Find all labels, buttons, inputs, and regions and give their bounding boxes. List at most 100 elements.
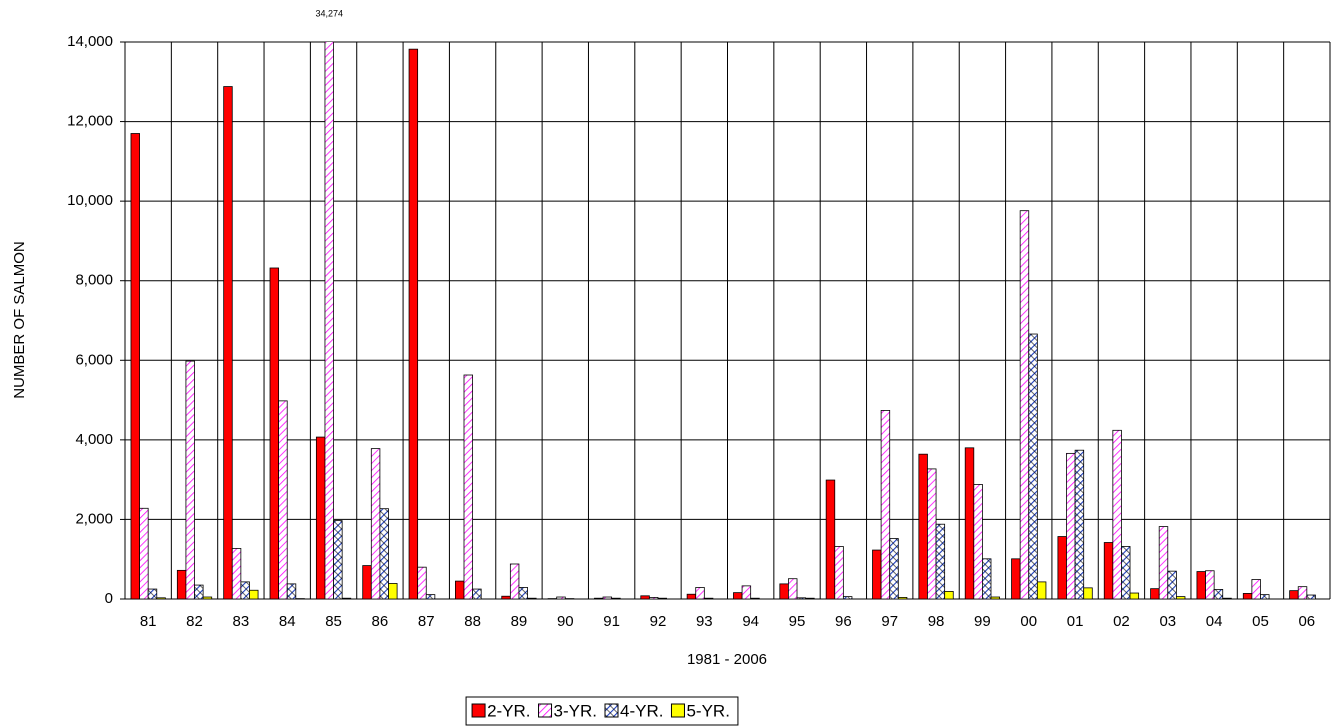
bar (872, 549, 882, 599)
bar (1158, 526, 1169, 599)
bar (648, 597, 659, 599)
bar (602, 596, 613, 599)
x-tick-label: 81 (140, 613, 157, 630)
x-tick-label: 84 (279, 613, 296, 630)
y-axis-title: NUMBER OF SALMON (11, 241, 28, 399)
x-tick-label: 99 (974, 613, 991, 630)
bar (741, 585, 752, 599)
bar (733, 592, 743, 599)
bar (518, 587, 528, 599)
bar (269, 267, 280, 599)
x-axis-title: 1981 - 2006 (687, 651, 767, 668)
x-tick-label: 82 (186, 613, 203, 630)
y-tick-label: 8,000 (75, 272, 113, 289)
bar (1129, 592, 1140, 599)
bar (982, 558, 992, 599)
x-tick-label: 06 (1298, 613, 1315, 630)
bar (139, 507, 149, 599)
y-tick-label: 2,000 (75, 510, 113, 527)
bar (1260, 594, 1270, 599)
x-tick-label: 91 (603, 613, 620, 630)
x-tick-label: 04 (1206, 613, 1223, 630)
bar (362, 565, 372, 599)
bar (796, 597, 807, 599)
bar (417, 566, 427, 599)
y-tick-label: 14,000 (67, 33, 113, 50)
bar (1251, 579, 1261, 599)
bar (472, 588, 482, 599)
bar (1150, 588, 1160, 599)
bar (973, 484, 983, 599)
x-tick-label: 98 (928, 613, 945, 630)
bar (341, 597, 352, 599)
bar (805, 597, 815, 599)
bar (1242, 593, 1253, 599)
x-tick-label: 05 (1252, 613, 1269, 630)
bar (176, 569, 187, 599)
bar (611, 597, 621, 599)
x-tick-label: 97 (881, 613, 898, 630)
y-tick-label: 10,000 (67, 192, 113, 209)
bar (315, 436, 326, 599)
bar (1306, 594, 1316, 599)
legend-label: 2-YR. (487, 701, 530, 720)
bar (425, 594, 436, 599)
bar (944, 591, 954, 599)
bar (779, 583, 789, 599)
bar (556, 596, 566, 599)
bars (130, 42, 1316, 599)
bar (379, 508, 389, 599)
x-tick-label: 90 (557, 613, 574, 630)
bar (750, 597, 760, 599)
bar (333, 520, 343, 599)
bar (897, 597, 908, 599)
bar (686, 593, 697, 599)
bar (463, 374, 473, 599)
legend-swatch (604, 703, 619, 718)
bar (1289, 590, 1299, 599)
bar (1222, 597, 1232, 599)
x-tick-label: 96 (835, 613, 852, 630)
bar (370, 448, 381, 599)
bar (324, 42, 334, 599)
legend-label: 5-YR. (686, 701, 729, 720)
legend-swatch (471, 703, 486, 718)
bar (249, 589, 259, 599)
bar (880, 410, 891, 599)
bar (1036, 581, 1047, 599)
bar (788, 578, 798, 599)
bar (594, 597, 604, 599)
bar (918, 453, 928, 599)
x-tick-label: 89 (511, 613, 528, 630)
bar (825, 479, 836, 599)
x-tick-label: 85 (325, 613, 342, 630)
bar (964, 447, 975, 599)
y-tick-label: 6,000 (75, 351, 113, 368)
bar (1103, 542, 1114, 599)
value-label: 34,274 (315, 8, 343, 18)
bar (278, 400, 288, 599)
bar (454, 580, 465, 599)
bar (1297, 586, 1308, 599)
bar (240, 581, 250, 599)
bar (1019, 210, 1030, 599)
y-tick-label: 12,000 (67, 113, 113, 130)
bar (1112, 429, 1122, 599)
bar (1121, 546, 1131, 599)
bar (990, 596, 1001, 599)
x-tick-label: 95 (789, 613, 806, 630)
bar (935, 523, 946, 599)
bar (1028, 333, 1038, 599)
y-tick-label: 4,000 (75, 431, 113, 448)
bar (1057, 536, 1067, 599)
bar (1196, 571, 1206, 599)
legend-box (465, 696, 739, 726)
bar (703, 597, 714, 599)
bar (527, 597, 537, 599)
bar (889, 538, 899, 599)
legend-label: 3-YR. (554, 701, 597, 720)
bar (1167, 570, 1177, 599)
bar (1066, 452, 1076, 599)
bar (1213, 589, 1224, 599)
